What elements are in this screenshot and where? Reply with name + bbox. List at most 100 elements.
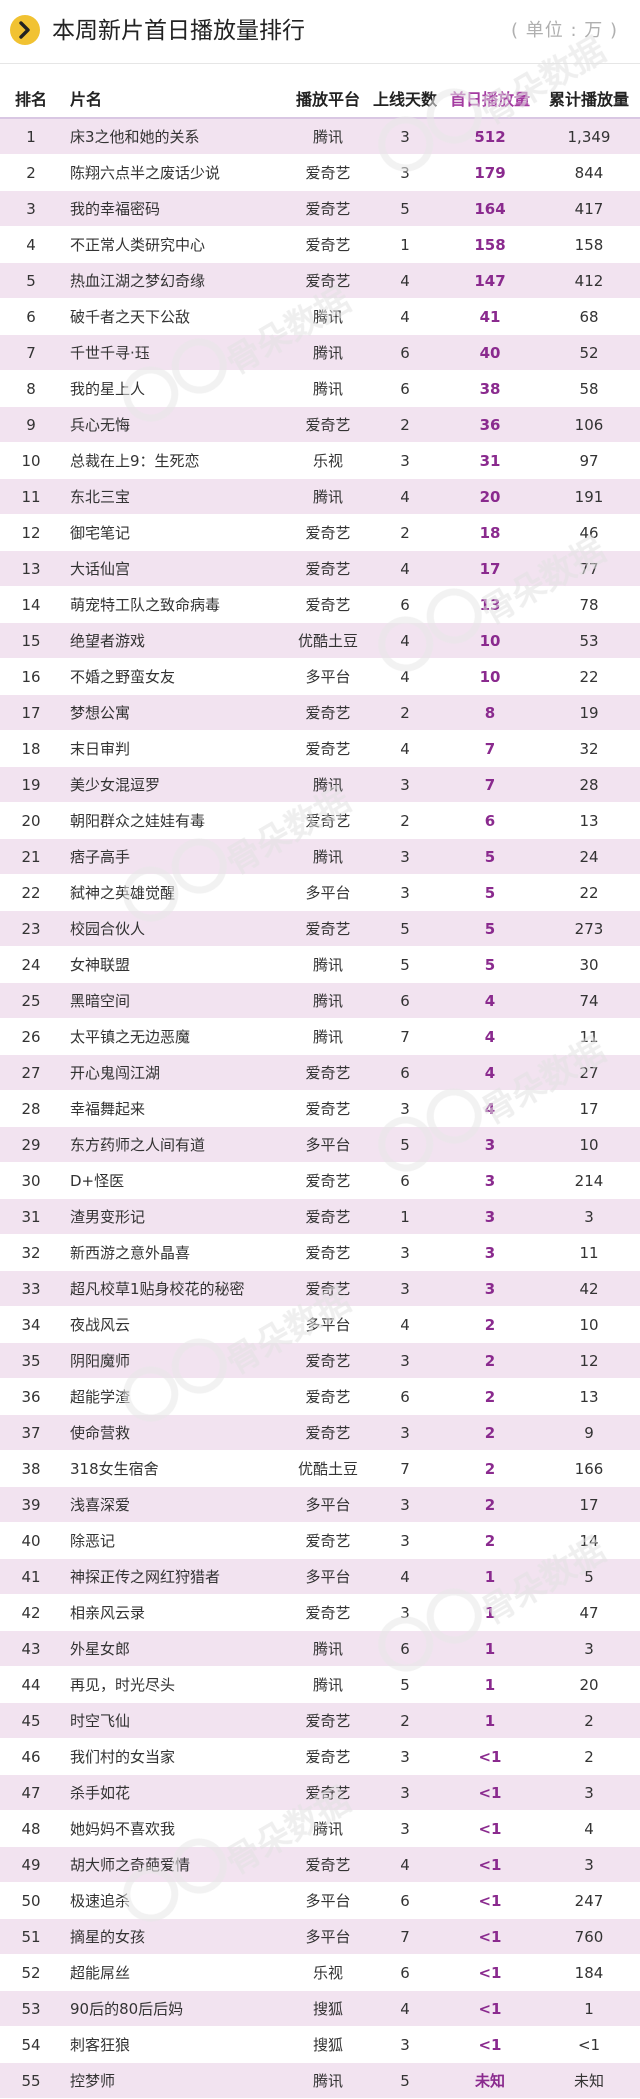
cell-days-online: 3 [400, 1495, 410, 1514]
table-row: 46 我们村的女当家 爱奇艺 3 <1 2 [0, 1739, 640, 1775]
cell-days-online: 2 [400, 415, 410, 434]
cell-rank: 22 [21, 883, 41, 902]
cell-rank: 32 [21, 1243, 41, 1262]
cell-days-online: 6 [400, 991, 410, 1010]
cell-total-views: 191 [574, 487, 604, 506]
cell-rank: 35 [21, 1351, 41, 1370]
cell-platform: 爱奇艺 [305, 272, 351, 290]
cell-rank: 46 [21, 1747, 41, 1766]
cell-platform: 多平台 [305, 1136, 351, 1154]
unit-label: ( 单位 : 万 ) [511, 20, 618, 41]
cell-platform: 腾讯 [312, 2072, 343, 2090]
cell-platform: 爱奇艺 [305, 200, 351, 218]
cell-days-online: 2 [400, 703, 410, 722]
cell-first-day-views: 179 [474, 163, 506, 182]
table-row: 12 御宅笔记 爱奇艺 2 18 46 [0, 515, 640, 551]
cell-total-views: 158 [574, 235, 604, 254]
cell-first-day-views: 1 [484, 1567, 496, 1586]
table-row: 51 摘星的女孩 多平台 7 <1 760 [0, 1919, 640, 1955]
cell-days-online: 6 [400, 1387, 410, 1406]
cell-first-day-views: 3 [484, 1279, 496, 1298]
cell-first-day-views: 4 [484, 1063, 496, 1082]
cell-rank: 54 [21, 2035, 41, 2054]
cell-days-online: 5 [400, 2071, 410, 2090]
cell-title: 超凡校草1贴身校花的秘密 [70, 1280, 245, 1298]
cell-first-day-views: 31 [479, 451, 501, 470]
cell-first-day-views: <1 [478, 1927, 502, 1946]
cell-total-views: 760 [574, 1927, 604, 1946]
cell-rank: 13 [21, 559, 41, 578]
cell-title: 朝阳群众之娃娃有毒 [70, 812, 206, 830]
cell-total-views: 4 [584, 1819, 594, 1838]
cell-platform: 爱奇艺 [305, 1604, 351, 1622]
cell-rank: 27 [21, 1063, 41, 1082]
cell-title: 夜战风云 [70, 1316, 131, 1334]
cell-days-online: 4 [400, 271, 410, 290]
cell-total-views: 22 [579, 667, 599, 686]
cell-days-online: 7 [400, 1927, 410, 1946]
column-header-rank: 排名 [14, 90, 47, 109]
cell-platform: 爱奇艺 [305, 1712, 351, 1730]
cell-days-online: 3 [400, 1819, 410, 1838]
cell-total-views: 53 [579, 631, 599, 650]
cell-days-online: 3 [400, 847, 410, 866]
cell-first-day-views: 4 [484, 991, 496, 1010]
cell-total-views: 9 [584, 1423, 594, 1442]
cell-platform: 腾讯 [312, 1640, 343, 1658]
cell-rank: 14 [21, 595, 41, 614]
cell-title: 她妈妈不喜欢我 [70, 1820, 176, 1838]
cell-days-online: 3 [400, 1531, 410, 1550]
cell-first-day-views: 20 [479, 487, 501, 506]
cell-platform: 多平台 [305, 1568, 351, 1586]
cell-platform: 爱奇艺 [305, 416, 351, 434]
cell-rank: 37 [21, 1423, 41, 1442]
cell-total-views: 10 [579, 1135, 599, 1154]
cell-rank: 49 [21, 1855, 41, 1874]
cell-total-views: 58 [579, 379, 599, 398]
cell-total-views: 11 [579, 1027, 599, 1046]
cell-rank: 52 [21, 1963, 41, 1982]
cell-title: 末日审判 [70, 740, 131, 758]
cell-rank: 6 [26, 307, 36, 326]
cell-days-online: 5 [400, 1675, 410, 1694]
cell-title: 极速追杀 [70, 1892, 131, 1910]
cell-rank: 7 [26, 343, 36, 362]
cell-first-day-views: 164 [474, 199, 506, 218]
table-row: 52 超能屌丝 乐视 6 <1 184 [0, 1955, 640, 1991]
cell-platform: 爱奇艺 [305, 560, 351, 578]
cell-platform: 多平台 [305, 1892, 351, 1910]
cell-platform: 多平台 [305, 884, 351, 902]
cell-title: 时空飞仙 [70, 1712, 131, 1730]
cell-days-online: 4 [400, 487, 410, 506]
cell-rank: 47 [21, 1783, 41, 1802]
table-row: 45 时空飞仙 爱奇艺 2 1 2 [0, 1703, 640, 1739]
cell-title: D+怪医 [70, 1172, 125, 1190]
cell-first-day-views: 2 [484, 1423, 496, 1442]
cell-platform: 腾讯 [312, 380, 343, 398]
table-row: 2 陈翔六点半之废话少说 爱奇艺 3 179 844 [0, 155, 640, 191]
cell-platform: 爱奇艺 [305, 1424, 351, 1442]
cell-total-views: 184 [574, 1963, 604, 1982]
table-body: 1 床3之他和她的关系 腾讯 3 512 1,349 2 陈翔六点半之废话少说 爱奇艺 3 179 8… [0, 119, 640, 2099]
cell-platform: 腾讯 [312, 344, 343, 362]
cell-platform: 多平台 [305, 1928, 351, 1946]
cell-platform: 爱奇艺 [305, 596, 351, 614]
cell-days-online: 4 [400, 739, 410, 758]
cell-days-online: 5 [400, 955, 410, 974]
cell-first-day-views: 5 [484, 919, 496, 938]
cell-rank: 31 [21, 1207, 41, 1226]
cell-days-online: 6 [400, 1171, 410, 1190]
cell-total-views: 13 [579, 1387, 599, 1406]
cell-title: 弑神之英雄觉醒 [70, 884, 176, 902]
cell-days-online: 4 [400, 667, 410, 686]
table-row: 54 刺客狂狼 搜狐 3 <1 <1 [0, 2027, 640, 2063]
table-row: 33 超凡校草1贴身校花的秘密 爱奇艺 3 3 42 [0, 1271, 640, 1307]
cell-days-online: 2 [400, 523, 410, 542]
cell-title: 我的星上人 [70, 380, 146, 398]
cell-first-day-views: 6 [484, 811, 496, 830]
cell-rank: 44 [21, 1675, 41, 1694]
table-row: 23 校园合伙人 爱奇艺 5 5 273 [0, 911, 640, 947]
cell-first-day-views: 147 [474, 271, 506, 290]
cell-rank: 24 [21, 955, 41, 974]
cell-total-views: 106 [574, 415, 604, 434]
